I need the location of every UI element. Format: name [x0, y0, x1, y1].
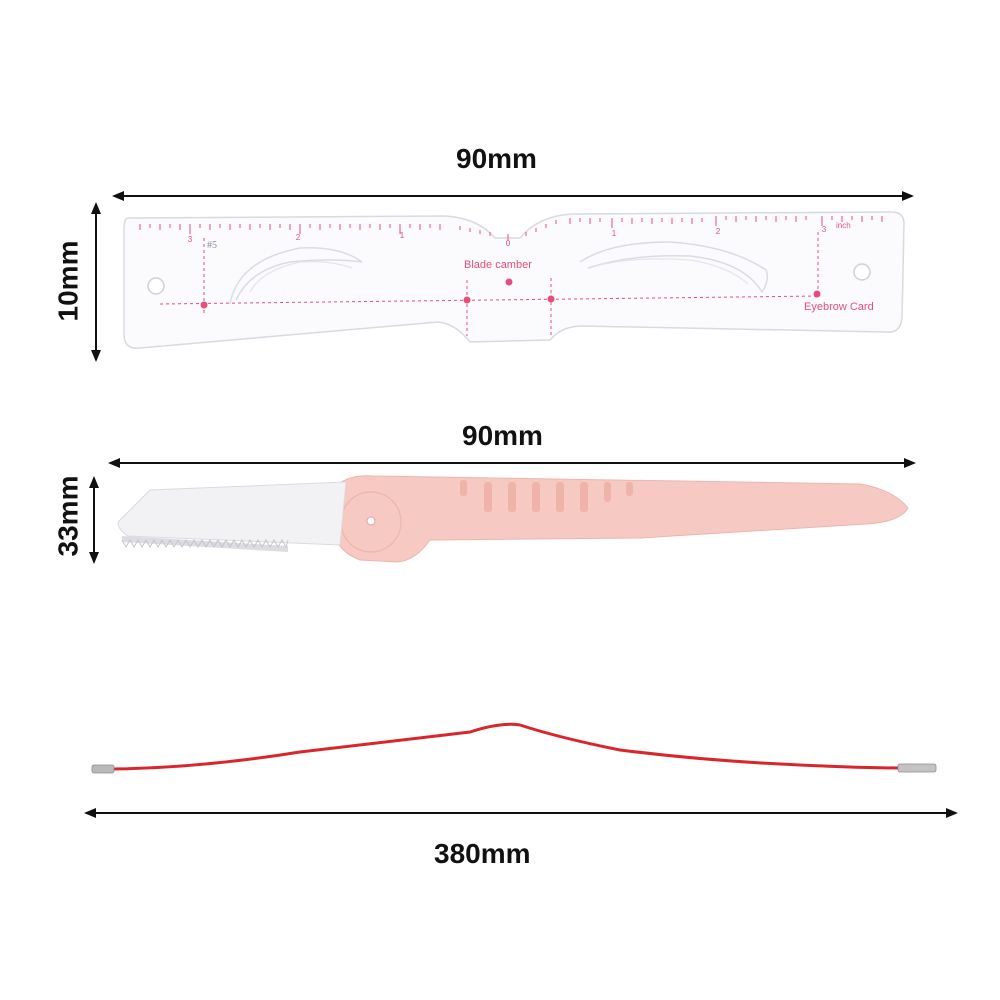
razor-blade-teeth: [121, 538, 289, 549]
pivot-screw: [366, 516, 376, 526]
tick-label: 1: [400, 231, 405, 240]
card-hole-left: [147, 277, 165, 295]
guide-dot: [200, 301, 208, 309]
tick-label: 0: [506, 239, 511, 248]
card-brand: Eyebrow Card: [804, 301, 874, 313]
handle-grip: [460, 480, 633, 512]
guide-dot: [547, 295, 555, 303]
left-brow-outline: [229, 247, 363, 305]
tick-label: 3: [188, 235, 193, 244]
eyebrow-card: 3 2 1 0 1 2 3 inch #5 Blade camber Eyebr…: [91, 191, 914, 362]
razor-height-label: 33mm: [52, 475, 84, 557]
card-hole-right: [853, 263, 871, 281]
razor-width-label: 90mm: [462, 420, 543, 451]
ruler-ticks: [139, 216, 883, 240]
wire-length-label: 380mm: [434, 838, 531, 869]
right-brow-inner: [595, 258, 749, 285]
razor-blade-edge: [122, 536, 288, 552]
razor-blade-cover: [117, 481, 347, 546]
guide-line-horizontal: [159, 295, 821, 305]
tick-label: 2: [716, 227, 721, 236]
card-width-label: 90mm: [456, 143, 537, 174]
left-brow-inner: [249, 261, 353, 293]
card-title: Blade camber: [464, 259, 532, 271]
card-height-label: 10mm: [52, 240, 84, 322]
tick-label: 1: [612, 229, 617, 238]
wire-tip-left: [91, 764, 115, 774]
tick-label: 2: [296, 233, 301, 242]
right-brow-outline: [579, 241, 769, 294]
tick-label: 3: [822, 225, 827, 234]
eyebrow-razor: [89, 458, 916, 564]
red-wire: [84, 722, 958, 818]
size-mark: #5: [207, 240, 217, 251]
guide-dot: [463, 296, 471, 304]
unit-label: inch: [836, 221, 851, 230]
ruler-tick-labels: 3 2 1 0 1 2 3 inch: [188, 221, 851, 248]
guide-dot: [813, 290, 821, 298]
wire-body: [110, 722, 902, 771]
card-body: [123, 211, 905, 349]
razor-handle: [331, 475, 909, 563]
wire-tip-right: [897, 763, 937, 773]
guide-dot: [505, 278, 513, 286]
